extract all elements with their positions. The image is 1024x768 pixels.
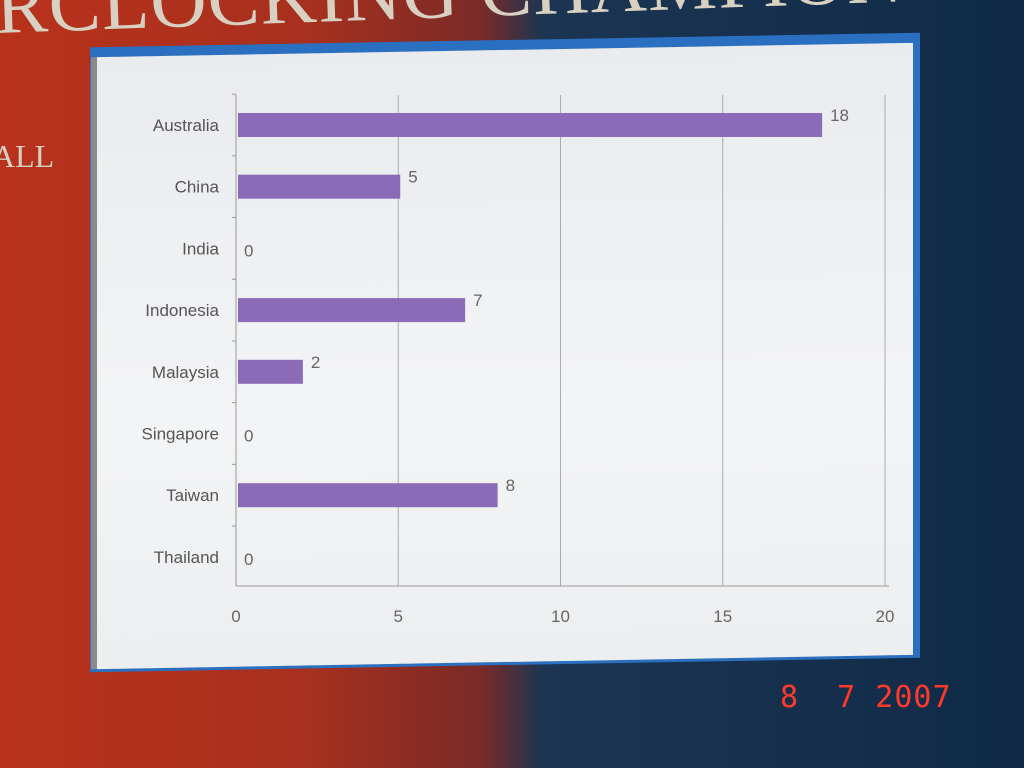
category-label: Indonesia xyxy=(145,301,219,320)
data-label: 0 xyxy=(244,241,253,260)
data-label: 18 xyxy=(830,106,849,125)
data-label: 0 xyxy=(244,427,253,446)
category-label: Thailand xyxy=(154,548,219,567)
data-label: 7 xyxy=(473,291,482,310)
data-label: 0 xyxy=(244,550,253,569)
bar-indonesia xyxy=(238,298,466,323)
x-tick-label: 10 xyxy=(551,607,570,626)
category-label: India xyxy=(182,239,219,258)
x-tick-label: 15 xyxy=(713,607,732,626)
category-label: Taiwan xyxy=(166,486,219,505)
category-label: Singapore xyxy=(141,425,219,444)
category-label: China xyxy=(175,178,220,197)
date-stamp: 8 7 2007 xyxy=(780,680,952,715)
bar-malaysia xyxy=(238,359,303,384)
x-tick-label: 5 xyxy=(394,607,403,626)
bar-australia xyxy=(238,113,823,137)
data-label: 5 xyxy=(408,168,417,187)
data-label: 8 xyxy=(506,476,515,495)
bar-taiwan xyxy=(238,483,498,508)
x-tick-label: 20 xyxy=(876,607,895,626)
bar-china xyxy=(238,174,401,199)
category-label: Malaysia xyxy=(152,363,220,382)
data-label: 2 xyxy=(311,353,320,372)
banner-subtitle: ALL xyxy=(0,138,55,174)
x-tick-label: 0 xyxy=(231,607,240,626)
category-label: Australia xyxy=(153,116,220,135)
